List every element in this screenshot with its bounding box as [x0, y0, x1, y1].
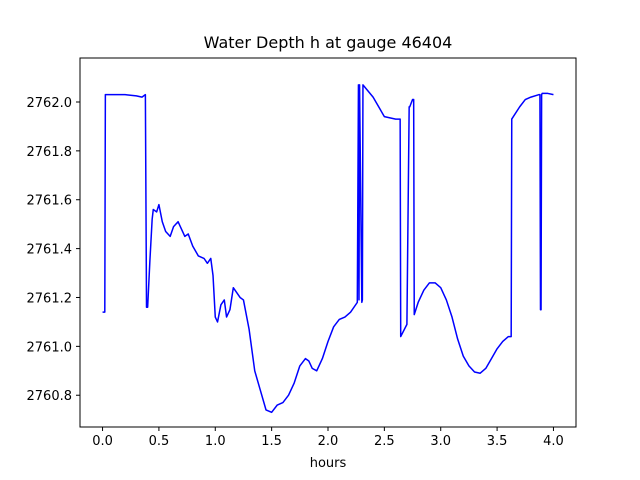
y-tick-label: 2760.8	[27, 389, 73, 404]
x-axis-label: hours	[310, 456, 347, 471]
y-tick-label: 2761.8	[27, 145, 73, 160]
x-tick-label: 0.5	[149, 434, 170, 449]
axes-frame	[79, 57, 577, 428]
series-line-0	[102, 84, 554, 414]
x-tick-label: 1.5	[261, 434, 282, 449]
y-axis: 2760.8 2761.0 2761.2 2761.4 2761.6 2761.8 2762…	[27, 96, 80, 404]
chart-title: Water Depth h at gauge 46404	[204, 33, 453, 52]
y-tick-label: 2761.0	[27, 340, 73, 355]
y-tick-label: 2761.4	[27, 243, 73, 258]
x-tick-label: 4.0	[543, 434, 564, 449]
plot-area	[102, 84, 554, 414]
x-tick-label: 1.0	[205, 434, 226, 449]
y-tick-label: 2762.0	[27, 96, 73, 111]
x-tick-label: 0.0	[92, 434, 113, 449]
y-tick-label: 2761.2	[27, 291, 73, 306]
y-tick-label: 2761.6	[27, 194, 73, 209]
x-tick-label: 3.0	[430, 434, 451, 449]
x-tick-label: 2.0	[318, 434, 339, 449]
x-axis: 0.0 0.5 1.0 1.5 2.0 2.5 3.0 3.5 4.0	[92, 427, 564, 449]
x-tick-label: 2.5	[374, 434, 395, 449]
x-tick-label: 3.5	[487, 434, 508, 449]
